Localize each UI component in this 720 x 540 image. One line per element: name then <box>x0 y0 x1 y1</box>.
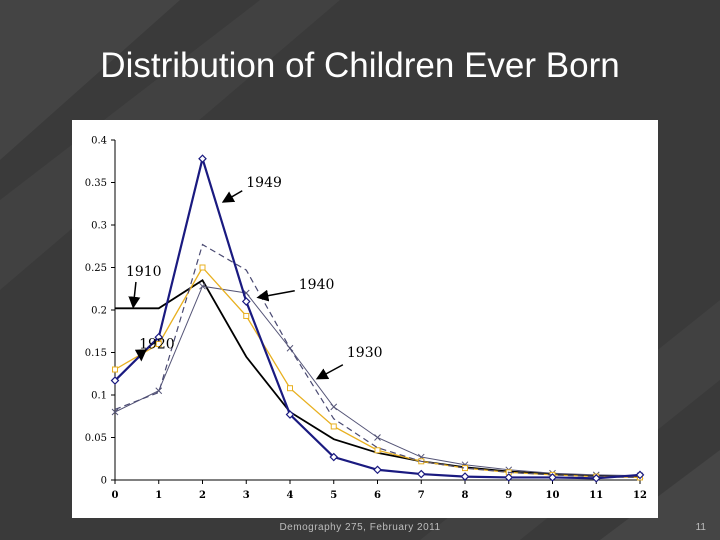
series-line-1949 <box>114 154 641 480</box>
y-tick-label: 0 <box>101 476 107 487</box>
x-tick-label: 12 <box>633 490 647 501</box>
series-line-1930 <box>114 266 641 479</box>
data-point <box>548 473 557 482</box>
chart-panel: 0 0.05 0.1 0.15 0.2 0.25 0.3 0.35 0.4 0 1 2 3 4 5 6 7 8 9 1… <box>72 120 658 518</box>
x-tick-label: 1 <box>155 490 162 501</box>
slide-title: Distribution of Children Ever Born <box>100 46 620 85</box>
series-line-1940 <box>114 243 641 479</box>
data-point <box>154 332 164 342</box>
x-tick-label: 10 <box>546 490 560 501</box>
x-tick-label: 4 <box>287 490 294 501</box>
data-point <box>460 472 470 481</box>
y-tick-label: 0.35 <box>85 178 107 189</box>
data-point <box>374 434 381 441</box>
series-1949 <box>110 154 645 483</box>
annotation-arrow <box>221 190 243 203</box>
x-tick-label: 0 <box>112 490 119 501</box>
annotation-arrow <box>128 281 141 309</box>
y-tick-label: 0.15 <box>85 348 107 359</box>
annotation-layer: 1949 1910 1940 1920 1930 <box>126 175 383 380</box>
data-point <box>199 264 206 271</box>
data-point <box>374 447 381 454</box>
data-point <box>330 403 338 411</box>
data-point <box>416 469 426 479</box>
annotation-label: 1930 <box>347 345 383 361</box>
y-tick-label: 0.2 <box>91 306 107 317</box>
annotation-label: 1940 <box>299 277 335 293</box>
data-point <box>330 423 337 430</box>
x-tick-label: 11 <box>589 490 603 501</box>
y-tick-label: 0.1 <box>91 391 107 402</box>
data-point <box>504 473 514 482</box>
y-tick-label: 0.25 <box>85 263 107 274</box>
annotation-1910: 1910 <box>126 264 162 309</box>
series-layer <box>110 154 645 483</box>
annotation-1930: 1930 <box>315 345 383 380</box>
x-tick-label: 6 <box>374 490 381 501</box>
annotation-1940: 1940 <box>256 277 335 302</box>
y-tick-label: 0.3 <box>91 221 107 232</box>
data-point <box>635 470 645 480</box>
annotation-1920: 1920 <box>134 336 175 362</box>
children-ever-born-chart: 00.050.10.150.20.250.30.350.40 1 2 3 4 5 6 7 8 9 1… <box>85 136 647 502</box>
data-point <box>111 408 119 416</box>
axes: 00.050.10.150.20.250.30.350.40 1 2 3 4 5 6 7 8 9 1… <box>85 136 647 502</box>
data-point <box>373 465 382 475</box>
data-point <box>287 385 293 392</box>
data-point <box>329 452 339 462</box>
data-point <box>241 297 251 306</box>
page-number: 11 <box>695 522 706 533</box>
annotation-label: 1949 <box>246 175 282 191</box>
series-1940 <box>114 243 641 479</box>
series-line-1910 <box>115 278 641 478</box>
y-tick-label: 0.4 <box>91 136 107 147</box>
x-tick-label: 2 <box>199 490 206 501</box>
x-tick-label: 9 <box>505 490 512 501</box>
data-point <box>591 473 601 483</box>
footer-text: Demography 275, February 2011 <box>279 522 441 533</box>
series-1930 <box>112 264 643 481</box>
data-point <box>199 282 206 290</box>
x-tick-label: 5 <box>330 490 337 501</box>
y-tick-label: 0.05 <box>85 433 107 444</box>
annotation-label: 1910 <box>126 264 162 280</box>
x-tick-label: 3 <box>243 490 250 501</box>
x-tick-label: 8 <box>462 490 469 501</box>
annotation-1949: 1949 <box>221 175 282 203</box>
data-point <box>243 312 250 319</box>
data-point <box>285 410 295 419</box>
annotation-arrow <box>315 364 344 380</box>
annotation-label: 1920 <box>139 336 175 352</box>
x-tick-label: 7 <box>418 490 425 501</box>
annotation-arrow <box>256 289 295 302</box>
series-1910 <box>115 278 641 478</box>
data-point <box>112 366 118 373</box>
data-point <box>110 376 120 385</box>
data-point <box>198 154 207 164</box>
